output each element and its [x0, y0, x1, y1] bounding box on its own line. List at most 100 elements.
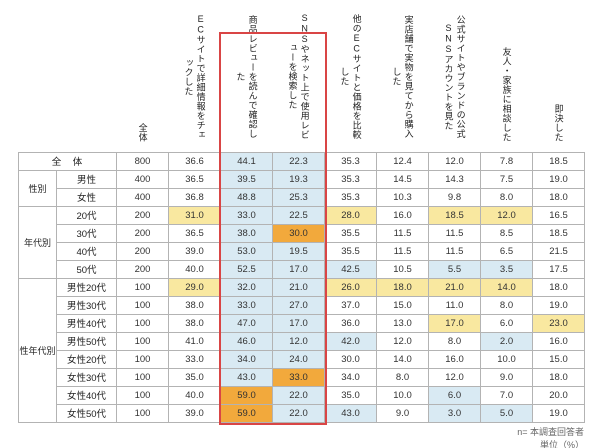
value-cell: 35.5	[324, 241, 377, 261]
table-row: 女性50代 100 39.0 59.0 22.0 43.0 9.0 3.0 5.0 19.0	[19, 403, 585, 423]
value-cell: 7.0	[480, 385, 533, 405]
value-cell: 19.0	[532, 169, 585, 189]
group-label: 年代別	[18, 205, 57, 279]
value-cell: 39.0	[168, 241, 221, 261]
value-cell: 52.5	[220, 259, 273, 279]
value-cell: 17.5	[532, 259, 585, 279]
value-cell: 20.0	[532, 385, 585, 405]
value-cell: 41.0	[168, 331, 221, 351]
value-cell: 14.5	[376, 169, 429, 189]
value-cell: 12.0	[428, 367, 481, 387]
table-row: 全 体 800 36.6 44.1 22.3 35.3 12.4 12.0 7.8 18.5	[18, 151, 585, 171]
value-cell: 8.0	[480, 295, 533, 315]
column-header: 友人・家族に相談した	[480, 10, 533, 152]
value-cell: 36.5	[168, 223, 221, 243]
value-cell: 38.0	[220, 223, 273, 243]
value-cell: 34.0	[220, 349, 273, 369]
value-cell: 15.0	[376, 295, 429, 315]
column-header: 即決した	[532, 10, 585, 152]
value-cell: 33.0	[272, 367, 325, 387]
value-cell: 14.3	[428, 169, 481, 189]
value-cell: 22.5	[272, 205, 325, 225]
value-cell: 59.0	[220, 385, 273, 405]
value-cell: 43.0	[324, 403, 377, 423]
value-cell: 42.0	[324, 331, 377, 351]
column-header-label: 商品レビューを読んで確認した	[235, 14, 258, 139]
value-cell: 5.0	[480, 403, 533, 423]
column-header-label: 公式サイトやブランドの公式SNSアカウントを見た	[443, 14, 466, 139]
column-header: 公式サイトやブランドの公式SNSアカウントを見た	[428, 10, 481, 152]
column-header-label: SNSやネット上で使用レビューを検索した	[287, 13, 310, 140]
value-cell: 8.0	[480, 187, 533, 207]
value-cell: 6.5	[480, 241, 533, 261]
value-cell: 35.0	[168, 367, 221, 387]
table-row: 性別 男性 400 36.5 39.5 19.3 35.3 14.5 14.3 7.5 19.0	[18, 169, 585, 207]
table-row: 男性50代 100 41.0 46.0 12.0 42.0 12.0 8.0 2.0 16.0	[19, 331, 585, 351]
column-header: 全体	[116, 10, 169, 152]
value-cell: 10.5	[376, 259, 429, 279]
value-cell: 35.3	[324, 151, 377, 171]
value-cell: 5.5	[428, 259, 481, 279]
value-cell: 18.5	[532, 151, 585, 171]
n-cell: 100	[116, 277, 169, 297]
value-cell: 35.5	[324, 223, 377, 243]
survey-table: 全体 ECサイトで詳細情報をチェックした 商品レビューを読んで確認した SNSやネット…	[18, 10, 585, 423]
value-cell: 46.0	[220, 331, 273, 351]
row-label: 女性50代	[56, 403, 117, 423]
value-cell: 38.0	[168, 295, 221, 315]
n-cell: 200	[116, 205, 169, 225]
value-cell: 22.0	[272, 403, 325, 423]
value-cell: 16.5	[532, 205, 585, 225]
value-cell: 36.8	[168, 187, 221, 207]
column-header-label: ECサイトで詳細情報をチェックした	[183, 13, 206, 140]
value-cell: 33.0	[220, 205, 273, 225]
n-cell: 100	[116, 313, 169, 333]
value-cell: 33.0	[168, 349, 221, 369]
value-cell: 12.0	[376, 331, 429, 351]
value-cell: 11.5	[376, 223, 429, 243]
table-row: 女性30代 100 35.0 43.0 33.0 34.0 8.0 12.0 9.0 18.0	[19, 367, 585, 387]
table-row: 性年代別 男性20代 100 29.0 32.0 21.0 26.0 18.0 21.0 14.0…	[18, 277, 585, 423]
column-header-label: 即決した	[553, 103, 564, 142]
table-row: 30代 200 36.5 38.0 30.0 35.5 11.5 11.5 8.5 18.5	[19, 223, 585, 243]
value-cell: 47.0	[220, 313, 273, 333]
value-cell: 15.0	[532, 349, 585, 369]
table-row: 女性40代 100 40.0 59.0 22.0 35.0 10.0 6.0 7.0 20.0	[19, 385, 585, 405]
value-cell: 27.0	[272, 295, 325, 315]
value-cell: 32.0	[220, 277, 273, 297]
column-header-label: 全体	[137, 122, 148, 142]
row-label: 男性20代	[56, 277, 117, 297]
table-row: 年代別 20代 200 31.0 33.0 22.5 28.0 16.0 18.5 12.0 16.…	[18, 205, 585, 279]
value-cell: 21.5	[532, 241, 585, 261]
value-cell: 11.5	[428, 223, 481, 243]
value-cell: 8.0	[376, 367, 429, 387]
value-cell: 3.0	[428, 403, 481, 423]
value-cell: 14.0	[376, 349, 429, 369]
value-cell: 35.3	[324, 187, 377, 207]
column-header: SNSやネット上で使用レビューを検索した	[272, 10, 325, 152]
value-cell: 28.0	[324, 205, 377, 225]
n-cell: 200	[116, 259, 169, 279]
value-cell: 16.0	[428, 349, 481, 369]
value-cell: 36.0	[324, 313, 377, 333]
value-cell: 53.0	[220, 241, 273, 261]
value-cell: 26.0	[324, 277, 377, 297]
row-label: 男性40代	[56, 313, 117, 333]
value-cell: 23.0	[532, 313, 585, 333]
value-cell: 7.5	[480, 169, 533, 189]
column-header-label: 他のECサイトと価格を比較した	[339, 13, 362, 140]
value-cell: 31.0	[168, 205, 221, 225]
value-cell: 9.0	[480, 367, 533, 387]
value-cell: 39.5	[220, 169, 273, 189]
n-cell: 200	[116, 241, 169, 261]
row-label: 男性	[56, 169, 117, 189]
value-cell: 40.0	[168, 385, 221, 405]
n-cell: 100	[116, 295, 169, 315]
value-cell: 18.0	[376, 277, 429, 297]
group-label: 性別	[18, 169, 57, 207]
table-row: 50代 200 40.0 52.5 17.0 42.5 10.5 5.5 3.5 17.5	[19, 259, 585, 279]
value-cell: 11.5	[428, 241, 481, 261]
value-cell: 7.8	[480, 151, 533, 171]
n-cell: 100	[116, 331, 169, 351]
